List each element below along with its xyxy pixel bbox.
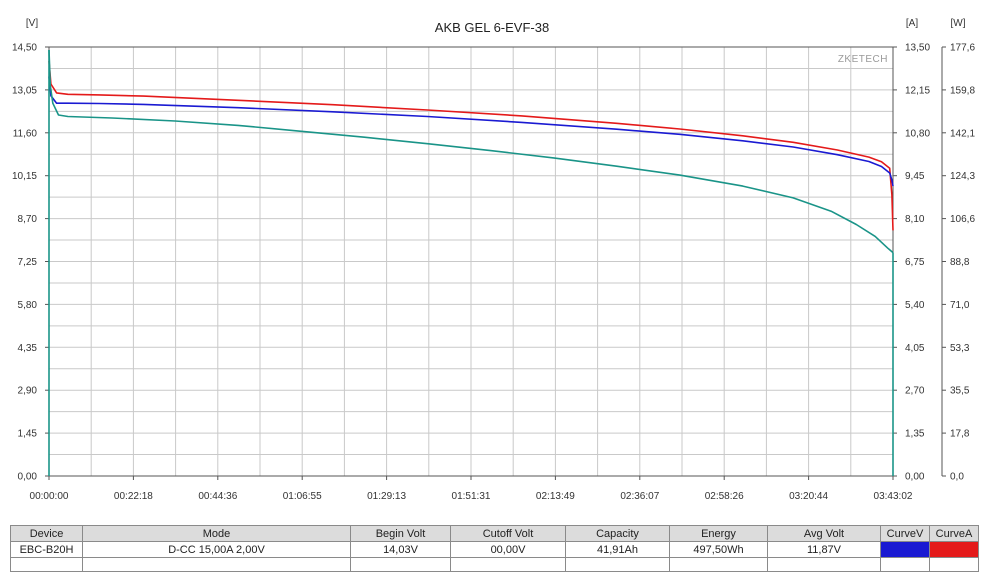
header-begin-volt: Begin Volt [350,525,451,542]
grid [48,46,894,477]
current-tick-label: 12,15 [905,85,930,96]
power-tick-label: 17,8 [950,429,970,440]
power-tick-label: 71,0 [950,300,970,311]
header-cutoff-volt: Cutoff Volt [450,525,566,542]
left-tick-label: 7,25 [18,257,38,268]
left-tick-label: 1,45 [18,429,38,440]
header-curve-v: CurveV [880,525,930,542]
x-tick-label: 00:44:36 [198,491,237,502]
power-tick-label: 124,3 [950,171,975,182]
header-device: Device [10,525,83,542]
x-tick-label: 03:20:44 [789,491,828,502]
cell-curve-v[interactable] [880,541,930,558]
header-energy: Energy [669,525,768,542]
x-tick-label: 02:13:49 [536,491,575,502]
right-axis-current-unit: [A] [906,18,918,29]
cell-mode: D-CC 15,00A 2,00V [82,541,351,558]
cell-cutoff-volt: 00,00V [450,541,566,558]
cell-begin-volt: 14,03V [350,541,451,558]
table-header-row: Device Mode Begin Volt Cutoff Volt Capac… [10,525,979,542]
power-tick-label: 159,8 [950,85,975,96]
curve-v-swatch[interactable] [881,542,929,557]
current-tick-label: 9,45 [905,171,925,182]
curve-a-swatch[interactable] [930,542,978,557]
power-tick-label: 0,0 [950,472,964,483]
power-tick-label: 106,6 [950,214,975,225]
left-tick-label: 5,80 [18,300,38,311]
cell-avg-volt: 11,87V [767,541,881,558]
left-tick-label: 14,50 [12,43,37,54]
series-line-1 [48,76,894,187]
header-curve-a: CurveA [929,525,979,542]
tick-labels: 0,00 1,45 2,90 4,35 5,80 7,25 8,70 10,15 11,60 13… [12,43,975,503]
power-tick-label: 177,6 [950,43,975,54]
power-tick-label: 35,5 [950,386,970,397]
power-tick-label: 88,8 [950,257,970,268]
series-line-0 [48,60,894,231]
current-tick-label: 10,80 [905,128,930,139]
left-axis-unit: [V] [26,18,38,29]
header-capacity: Capacity [565,525,670,542]
left-tick-label: 8,70 [18,214,38,225]
cell-energy: 497,50Wh [669,541,768,558]
power-tick-label: 142,1 [950,128,975,139]
cell-capacity: 41,91Ah [565,541,670,558]
left-tick-label: 0,00 [18,472,38,483]
series-layer [48,49,894,476]
left-tick-label: 11,60 [13,128,38,139]
x-tick-label: 02:58:26 [705,491,744,502]
table-row[interactable]: EBC-B20H D-CC 15,00A 2,00V 14,03V 00,00V… [10,541,979,558]
x-tick-label: 03:43:02 [874,491,913,502]
left-tick-label: 4,35 [18,343,38,354]
left-tick-label: 2,90 [18,386,38,397]
left-tick-label: 13,05 [12,85,37,96]
chart: AKB GEL 6-EVF-38 [V] [A] [W] ZKETECH 0,0… [11,18,976,503]
left-tick-label: 10,15 [12,171,37,182]
current-tick-label: 2,70 [905,386,925,397]
x-tick-label: 01:51:31 [452,491,491,502]
watermark: ZKETECH [838,54,888,65]
chart-title: AKB GEL 6-EVF-38 [435,20,549,35]
current-tick-label: 6,75 [905,257,925,268]
current-tick-label: 0,00 [905,472,925,483]
power-tick-label: 53,3 [950,343,970,354]
header-avg-volt: Avg Volt [767,525,881,542]
x-tick-label: 02:36:07 [620,491,659,502]
x-tick-label: 01:29:13 [367,491,406,502]
right-axis-power-unit: [W] [951,18,966,29]
header-mode: Mode [82,525,351,542]
current-tick-label: 13,50 [905,43,930,54]
current-tick-label: 5,40 [905,300,925,311]
cell-curve-a[interactable] [929,541,979,558]
series-line-2 [48,49,894,254]
current-tick-label: 8,10 [905,214,925,225]
x-tick-label: 00:00:00 [30,491,69,502]
current-tick-label: 4,05 [905,343,925,354]
table-row-empty [10,557,979,572]
x-tick-label: 01:06:55 [283,491,322,502]
summary-table: Device Mode Begin Volt Cutoff Volt Capac… [10,525,979,572]
current-tick-label: 1,35 [905,429,925,440]
x-tick-label: 00:22:18 [114,491,153,502]
cell-device: EBC-B20H [10,541,83,558]
